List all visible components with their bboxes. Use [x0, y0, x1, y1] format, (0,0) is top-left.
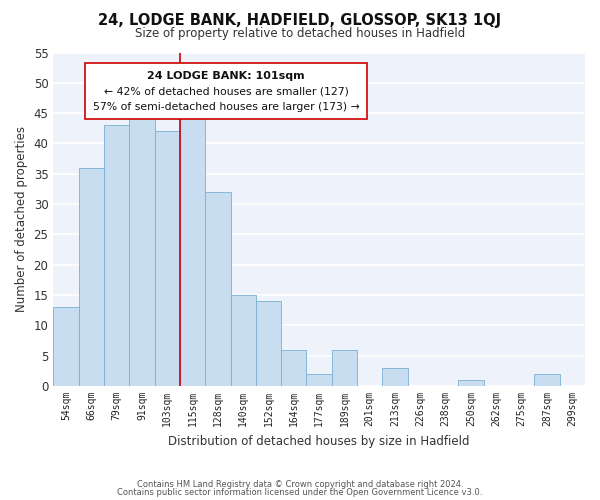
Bar	[535, 374, 560, 386]
Text: 24 LODGE BANK: 101sqm: 24 LODGE BANK: 101sqm	[147, 71, 305, 81]
Text: Contains public sector information licensed under the Open Government Licence v3: Contains public sector information licen…	[118, 488, 482, 497]
Bar	[230, 295, 256, 386]
Bar	[332, 350, 357, 386]
Bar	[180, 113, 205, 386]
Bar	[458, 380, 484, 386]
Text: 24, LODGE BANK, HADFIELD, GLOSSOP, SK13 1QJ: 24, LODGE BANK, HADFIELD, GLOSSOP, SK13 …	[98, 12, 502, 28]
FancyBboxPatch shape	[85, 62, 367, 119]
Bar	[104, 126, 129, 386]
Text: ← 42% of detached houses are smaller (127): ← 42% of detached houses are smaller (12…	[104, 86, 349, 97]
X-axis label: Distribution of detached houses by size in Hadfield: Distribution of detached houses by size …	[169, 434, 470, 448]
Bar	[129, 107, 155, 386]
Bar	[155, 132, 180, 386]
Bar	[205, 192, 230, 386]
Bar	[307, 374, 332, 386]
Bar	[53, 307, 79, 386]
Text: Size of property relative to detached houses in Hadfield: Size of property relative to detached ho…	[135, 28, 465, 40]
Y-axis label: Number of detached properties: Number of detached properties	[15, 126, 28, 312]
Text: Contains HM Land Registry data © Crown copyright and database right 2024.: Contains HM Land Registry data © Crown c…	[137, 480, 463, 489]
Bar	[256, 301, 281, 386]
Text: 57% of semi-detached houses are larger (173) →: 57% of semi-detached houses are larger (…	[93, 102, 359, 112]
Bar	[382, 368, 408, 386]
Bar	[79, 168, 104, 386]
Bar	[281, 350, 307, 386]
